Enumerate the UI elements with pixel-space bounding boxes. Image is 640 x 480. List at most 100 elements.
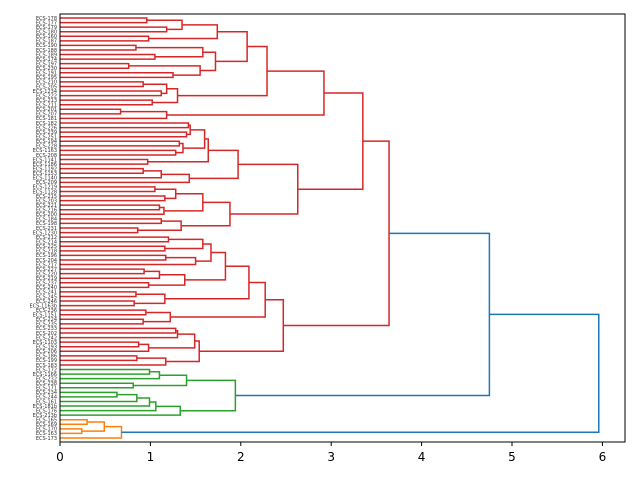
leaf-label: ECS-203 [36,198,57,204]
leaf-label: ECS-234 [36,390,57,396]
dendrogram-link [134,293,166,305]
dendrogram-link [60,108,122,115]
leaf-label: ECS-193 [36,344,57,350]
dendrogram-link [60,186,156,193]
leaf-label: ECS-206 [36,349,57,355]
dendrogram-link [60,382,134,389]
dendrogram-link [60,318,144,325]
leaf-label: ECS-200 [36,212,57,218]
x-tick-label: 0 [56,450,64,464]
leaf-label: ECS-214 [36,239,57,245]
leaf-label: ECS-1163 [33,148,57,154]
dendrogram-link [60,99,153,106]
leaf-label: ECS-204 [36,258,57,264]
dendrogram-link [60,355,138,362]
leaf-label: ECS-241 [36,290,57,296]
x-axis-ticks: 0 1 2 3 4 5 6 [56,442,606,464]
dendrogram-link [60,218,162,225]
dendrogram-link [60,195,166,202]
dendrogram-link [137,220,182,232]
dendrogram-link [180,379,237,412]
dendrogram-link [166,70,325,116]
leaf-label: ECS-213 [36,98,57,104]
leaf-label: ECS-183 [36,363,57,369]
dendrogram-link [60,254,167,261]
dendrogram-link [60,245,166,252]
leaf-label: ECS-217 [36,262,57,268]
dendrogram-link [181,201,231,227]
leaf-label: ECS-1230 [33,230,57,236]
leaf-label: ECS-1163b [29,303,57,309]
dendrogram-link [297,92,364,190]
leaf-label: ECS-1128 [33,189,57,195]
leaf-label: ECS-1151 [33,313,57,319]
leaf-label: ECS-213b [33,413,57,419]
leaf-label: ECS-1219 [33,185,57,191]
leaf-label: ECS-233 [36,326,57,332]
dendrogram-link [170,281,266,318]
dendrogram-link [60,341,140,348]
leaf-label: ECS-228 [36,144,57,150]
leaf-label: ECS-195 [36,75,57,81]
leaf-label: ECS-245 [36,294,57,300]
leaf-label: ECS-178 [36,16,57,22]
dendrogram-link [60,131,188,138]
dendrogram-link [164,238,204,250]
leaf-label: ECS-186 [36,354,57,360]
dendrogram-link [199,299,285,353]
leaf-label: ECS-1140 [33,176,57,182]
dendrogram-link [283,140,390,327]
leaf-label: ECS-196 [36,253,57,259]
dendrogram-link [60,122,190,129]
leaf-label: ECS-161 [36,399,57,405]
leaf-label: ECS-190 [36,43,57,49]
dendrogram-link [60,327,177,334]
leaf-labels: ECS-178ECS-177ECS-179ECS-180ECS-160ECS-1… [29,16,57,442]
leaf-label: ECS-179 [36,25,57,31]
leaf-label: ECS-219 [36,276,57,282]
dendrogram-link [60,393,138,403]
leaf-label: ECS-1141 [33,157,57,163]
leaf-label: ECS-160 [36,34,57,40]
dendrogram-link [60,72,174,79]
dendrogram-link [60,227,139,234]
leaf-label: ECS-184 [36,217,57,223]
dendrogram-link [60,391,118,398]
dendrogram-link [60,167,144,174]
dendrogram-link [60,329,179,339]
dendrogram-link [60,170,162,179]
dendrogram-link [128,65,201,76]
leaf-label: ECS-1153 [33,171,57,177]
dendrogram-link [60,343,150,353]
dendrogram-link [235,232,491,397]
leaf-label: ECS-177 [36,20,57,26]
dendrogram-link [60,282,150,289]
leaf-label: ECS-232 [36,376,57,382]
leaf-label: ECS-205 [36,84,57,90]
leaf-label: ECS-1166 [33,372,57,378]
leaf-label: ECS-236 [36,308,57,314]
leaf-label: ECS-209 [36,180,57,186]
dendrogram-link [60,35,150,42]
dendrogram-link [60,256,197,266]
leaf-label: ECS-220 [36,271,57,277]
leaf-label: ECS-235 [36,322,57,328]
dendrogram-link [148,333,196,349]
dendrogram-link [189,149,239,180]
dendrogram-link [148,274,186,286]
leaf-label: ECS-1234 [33,89,57,95]
leaf-label: ECS-212 [36,235,57,241]
dendrogram-link [60,90,162,97]
dendrogram-link [60,309,147,316]
dendrogram-link [60,158,149,165]
dendrogram-link [146,19,183,31]
leaf-label: ECS-225 [36,244,57,250]
leaf-label: ECS-224 [36,317,57,323]
leaf-label: ECS-174 [36,57,57,63]
leaf-label: ECS-199 [36,358,57,364]
dendrogram-link [60,236,170,243]
x-tick-label: 5 [508,450,516,464]
x-tick-label: 1 [147,450,155,464]
leaf-label: ECS-246 [36,299,57,305]
